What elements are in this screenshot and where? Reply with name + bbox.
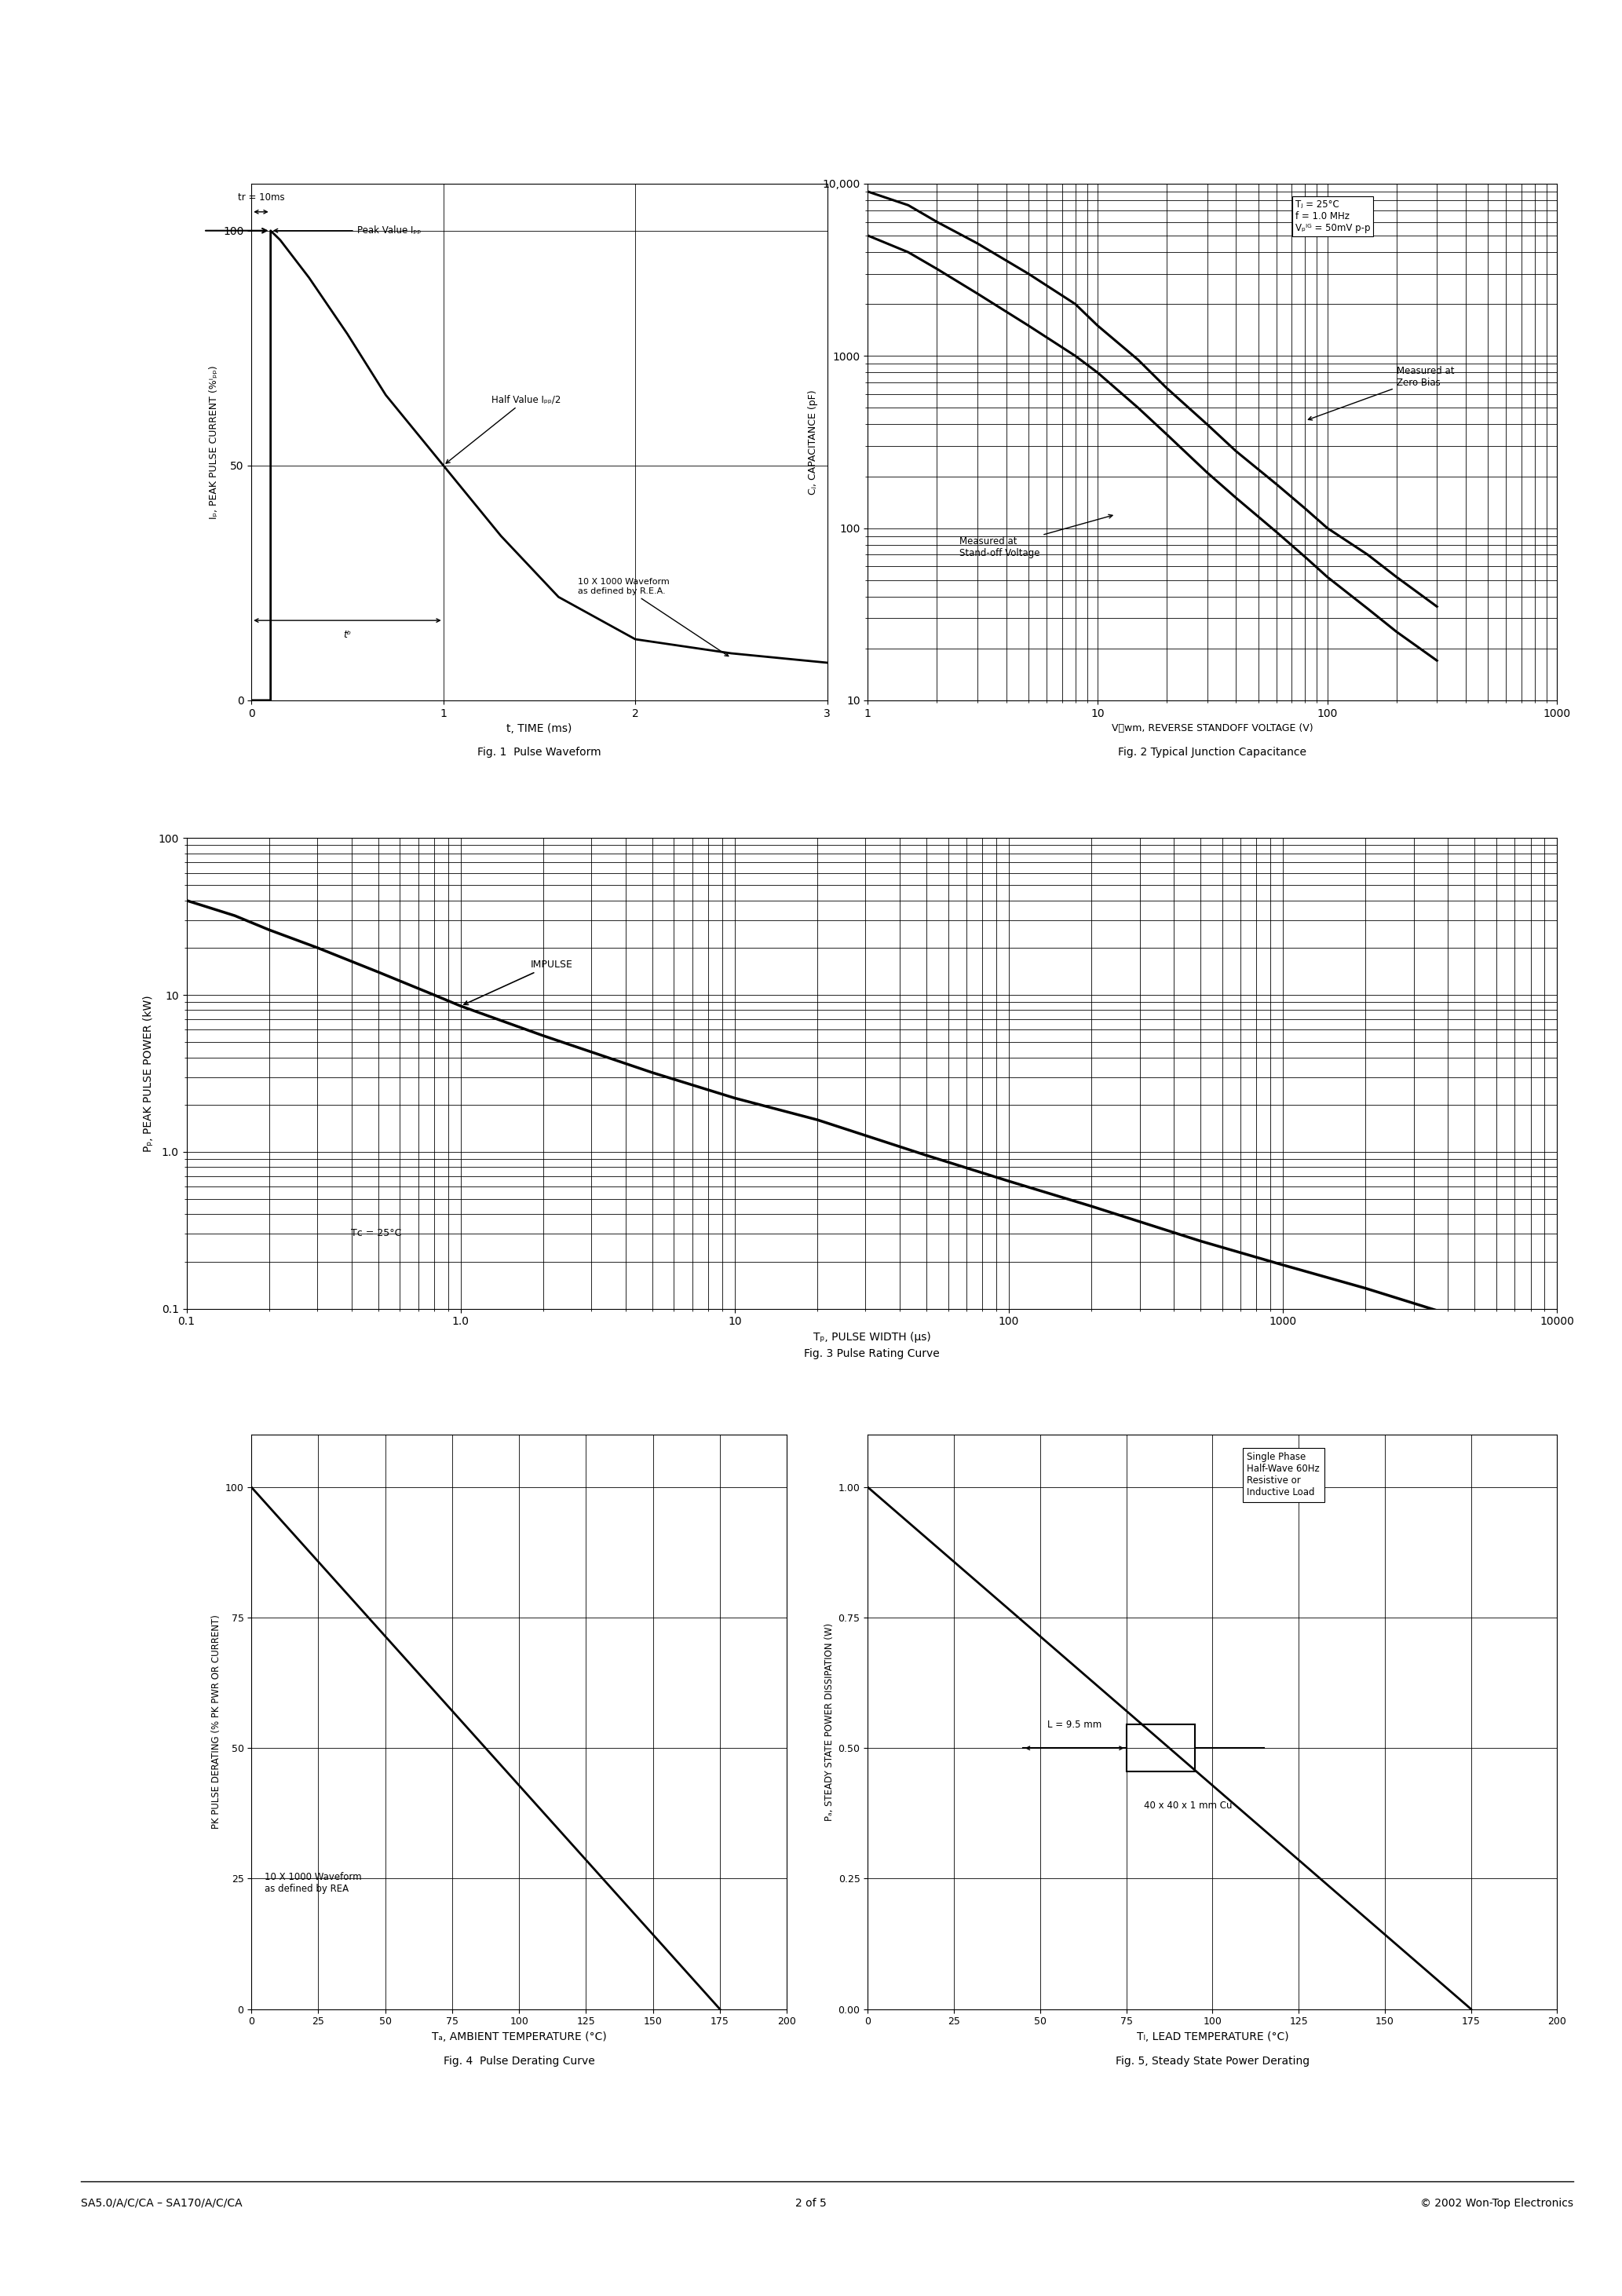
Bar xyxy=(1126,1724,1195,1773)
Y-axis label: Iₚ, PEAK PULSE CURRENT (%ᴵₚₚ): Iₚ, PEAK PULSE CURRENT (%ᴵₚₚ) xyxy=(209,365,219,519)
Y-axis label: PK PULSE DERATING (% PK PWR OR CURRENT): PK PULSE DERATING (% PK PWR OR CURRENT) xyxy=(211,1614,222,1830)
Text: tᵇ: tᵇ xyxy=(344,629,352,641)
Text: Peak Value Iₚₚ: Peak Value Iₚₚ xyxy=(274,225,420,236)
X-axis label: Tₗ, LEAD TEMPERATURE (°C): Tₗ, LEAD TEMPERATURE (°C) xyxy=(1137,2032,1288,2041)
Text: © 2002 Won-Top Electronics: © 2002 Won-Top Electronics xyxy=(1421,2197,1573,2209)
Text: Fig. 4  Pulse Derating Curve: Fig. 4 Pulse Derating Curve xyxy=(443,2055,595,2066)
Text: L = 9.5 mm: L = 9.5 mm xyxy=(1048,1720,1101,1729)
Text: 2 of 5: 2 of 5 xyxy=(795,2197,827,2209)
X-axis label: Tₚ, PULSE WIDTH (μs): Tₚ, PULSE WIDTH (μs) xyxy=(813,1332,931,1343)
X-axis label: Vᴯwm, REVERSE STANDOFF VOLTAGE (V): Vᴯwm, REVERSE STANDOFF VOLTAGE (V) xyxy=(1111,723,1314,732)
Text: Measured at
Stand-off Voltage: Measured at Stand-off Voltage xyxy=(959,514,1113,558)
Text: 10 X 1000 Waveform
as defined by REA: 10 X 1000 Waveform as defined by REA xyxy=(264,1871,362,1894)
Text: Tᴄ = 25°C: Tᴄ = 25°C xyxy=(350,1228,402,1238)
X-axis label: Tₐ, AMBIENT TEMPERATURE (°C): Tₐ, AMBIENT TEMPERATURE (°C) xyxy=(431,2032,607,2041)
Text: Fig. 1  Pulse Waveform: Fig. 1 Pulse Waveform xyxy=(477,746,602,758)
Text: Tⱼ = 25°C
f = 1.0 MHz
Vₚᴵᴳ = 50mV p-p: Tⱼ = 25°C f = 1.0 MHz Vₚᴵᴳ = 50mV p-p xyxy=(1294,200,1371,232)
Text: tr = 10ms: tr = 10ms xyxy=(237,193,284,202)
Text: 40 x 40 x 1 mm Cu: 40 x 40 x 1 mm Cu xyxy=(1144,1800,1231,1812)
Text: SA5.0/A/C/CA – SA170/A/C/CA: SA5.0/A/C/CA – SA170/A/C/CA xyxy=(81,2197,243,2209)
X-axis label: t, TIME (ms): t, TIME (ms) xyxy=(506,723,573,735)
Text: Fig. 3 Pulse Rating Curve: Fig. 3 Pulse Rating Curve xyxy=(805,1348,939,1359)
Y-axis label: Pₚ, PEAK PULSE POWER (kW): Pₚ, PEAK PULSE POWER (kW) xyxy=(143,994,154,1153)
Text: Fig. 2 Typical Junction Capacitance: Fig. 2 Typical Junction Capacitance xyxy=(1118,746,1307,758)
Y-axis label: Cⱼ, CAPACITANCE (pF): Cⱼ, CAPACITANCE (pF) xyxy=(808,390,817,494)
Text: Single Phase
Half-Wave 60Hz
Resistive or
Inductive Load: Single Phase Half-Wave 60Hz Resistive or… xyxy=(1247,1451,1320,1497)
Text: Measured at
Zero Bias: Measured at Zero Bias xyxy=(1309,365,1455,420)
Text: Half Value Iₚₚ/2: Half Value Iₚₚ/2 xyxy=(446,395,561,464)
Y-axis label: Pₐ, STEADY STATE POWER DISSIPATION (W): Pₐ, STEADY STATE POWER DISSIPATION (W) xyxy=(824,1623,835,1821)
Text: Fig. 5, Steady State Power Derating: Fig. 5, Steady State Power Derating xyxy=(1116,2055,1309,2066)
Text: IMPULSE: IMPULSE xyxy=(464,960,573,1006)
Text: 10 X 1000 Waveform
as defined by R.E.A.: 10 X 1000 Waveform as defined by R.E.A. xyxy=(577,579,728,657)
